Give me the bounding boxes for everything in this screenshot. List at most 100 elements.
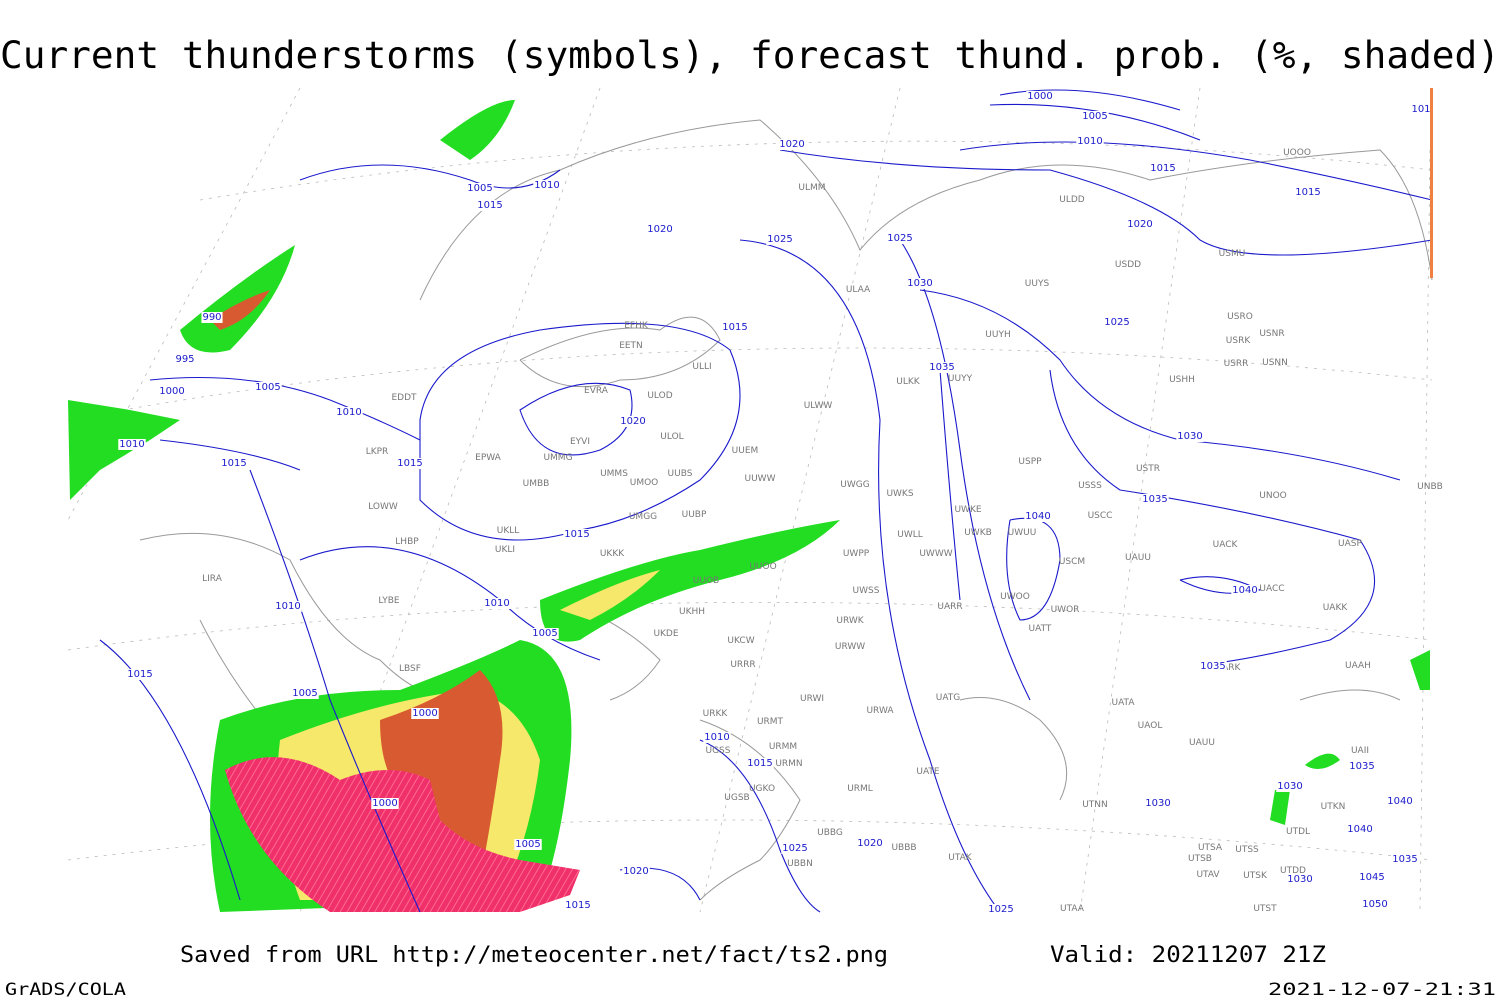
isobar-label-bg (778, 139, 806, 150)
station-label: UKLI (495, 545, 515, 555)
isobar-label: 1005 (1082, 111, 1107, 122)
title: Current thunderstorms (symbols), forecas… (0, 34, 1500, 77)
station-label: UWSS (853, 586, 880, 596)
isobar-label-bg (1024, 511, 1052, 522)
timestamp: 2021-12-07-21:31 (1268, 980, 1496, 1000)
station-label: ULOD (647, 391, 672, 401)
isobar-label: 1015 (1150, 163, 1175, 174)
isobar-label: 101 (1411, 104, 1430, 115)
station-label: URMN (775, 759, 802, 769)
isobar-label: 1005 (532, 628, 557, 639)
isobar-label-bg (564, 900, 592, 911)
isobar-label: 1025 (988, 904, 1013, 915)
station-label: ULOL (660, 432, 683, 442)
isobar-label: 1025 (767, 234, 792, 245)
valid-time: Valid: 20211207 21Z (1050, 943, 1326, 968)
station-label: URRR (730, 660, 755, 670)
isobar-label: 1030 (907, 278, 932, 289)
thunderstorm-shading (68, 100, 1430, 912)
station-label: LKPR (366, 447, 389, 457)
isobar-label-bg (746, 758, 774, 769)
station-label: EDDT (391, 393, 417, 403)
station-label: LBSF (399, 664, 421, 674)
station-label: USTR (1136, 464, 1160, 474)
station-label: UNOO (1259, 491, 1287, 501)
isobar-label-bg (1294, 187, 1322, 198)
isobar-label: 1035 (929, 362, 954, 373)
station-label: UTSB (1188, 854, 1212, 864)
station-label: UTKN (1321, 802, 1346, 812)
isobar-label-bg (987, 904, 1015, 915)
station-label: UNBB (1417, 482, 1443, 492)
isobar-label: 1045 (1359, 872, 1384, 883)
isobar-label-bg (1391, 854, 1419, 865)
isobar-label-bg (483, 598, 511, 609)
station-label: USPP (1018, 457, 1042, 467)
station-label: UMBB (523, 479, 550, 489)
station-label: URWA (866, 706, 894, 716)
station-label: UUEM (732, 446, 759, 456)
isobar-label-bg (1176, 431, 1204, 442)
station-label: LOWW (368, 502, 398, 512)
isobar-label: 1015 (1295, 187, 1320, 198)
isobar-label-bg (371, 798, 399, 809)
isobar-label-bg (1286, 874, 1314, 885)
map-labels: UOOO ULDD USDD USMU ULAA UUYS UUYH USRO USRK USNR… (118, 91, 1443, 915)
station-label: USRR (1224, 359, 1249, 369)
station-label: UATG (936, 693, 961, 703)
station-label: UTAV (1196, 870, 1220, 880)
isobar-label-bg (1126, 219, 1154, 230)
station-label: UMMS (600, 469, 628, 479)
isobar-label-bg (1231, 585, 1259, 596)
isobar-label-bg (126, 669, 154, 680)
software: GrADS/COLA (5, 980, 126, 1000)
station-label: URMM (769, 742, 797, 752)
isobar-label-bg (201, 312, 223, 323)
isobar-label-bg (531, 628, 559, 639)
station-label: UUYS (1025, 279, 1050, 289)
isobar-label: 1010 (336, 407, 361, 418)
isobar-label-bg (1149, 163, 1177, 174)
isobar-label-bg (1141, 494, 1169, 505)
isobar-label: 1010 (484, 598, 509, 609)
isobar-label: 1025 (782, 843, 807, 854)
station-label: UTNN (1082, 800, 1108, 810)
isobar-label: 1035 (1142, 494, 1167, 505)
isobar-label-bg (622, 866, 650, 877)
station-label: USRK (1226, 336, 1252, 346)
station-label: UGSS (706, 746, 731, 756)
station-label: URML (847, 784, 873, 794)
isobar-label: 1015 (477, 200, 502, 211)
station-label: UWOO (1000, 592, 1030, 602)
isobar-label: 1010 (704, 732, 729, 743)
station-label: URWW (835, 642, 865, 652)
isobar-label-bg (721, 322, 749, 333)
station-label: UWPP (843, 549, 870, 559)
map: UOOO ULDD USDD USMU ULAA UUYS UUYH USRO USRK USNR… (67, 87, 1443, 915)
station-label: UWWW (919, 549, 952, 559)
station-label: UKHH (679, 607, 705, 617)
isobar-label: 1005 (515, 839, 540, 850)
isobar-label-bg (220, 458, 248, 469)
station-label: UTST (1253, 904, 1277, 914)
isobar-label-bg (411, 708, 439, 719)
station-label: EPWA (475, 453, 502, 463)
station-label: UKDE (653, 629, 678, 639)
isobar-label: 1015 (747, 758, 772, 769)
station-label: ULLI (692, 362, 711, 372)
isobar-label: 1015 (221, 458, 246, 469)
isobar-label-bg (703, 732, 731, 743)
isobar-label: 1020 (620, 416, 645, 427)
station-label: UTSA (1198, 843, 1223, 853)
station-label: UATT (1029, 624, 1052, 634)
isobar-label-bg (396, 458, 424, 469)
isobar-label-bg (174, 354, 196, 365)
isobar-label: 1010 (275, 601, 300, 612)
station-label: UTDD (1280, 866, 1306, 876)
station-label: USSS (1078, 481, 1102, 491)
isobar-label-bg (906, 278, 934, 289)
isobar-label: 1005 (467, 183, 492, 194)
isobar-label-bg (1276, 781, 1304, 792)
station-label: UKKK (600, 549, 625, 559)
station-label: LYBE (378, 596, 399, 606)
